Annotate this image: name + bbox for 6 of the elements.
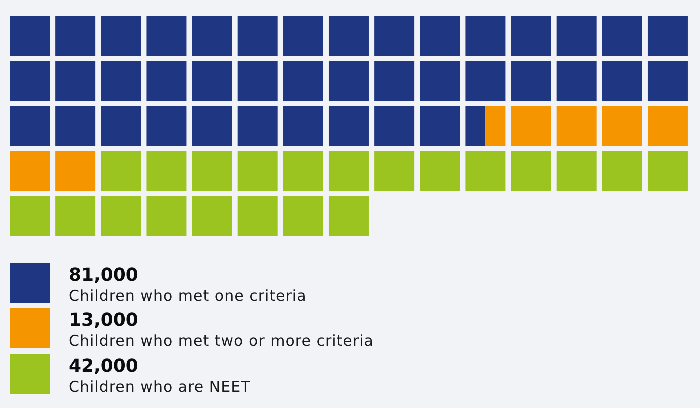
category-label: Children who met two or more criteria	[69, 332, 374, 350]
data-label: 13,000	[69, 310, 138, 332]
category-label: Children who are NEET	[69, 378, 251, 396]
data-label: 81,000	[69, 265, 138, 286]
category-label: Children who met one criteria	[69, 287, 307, 305]
data-label: 42,000	[69, 356, 138, 377]
